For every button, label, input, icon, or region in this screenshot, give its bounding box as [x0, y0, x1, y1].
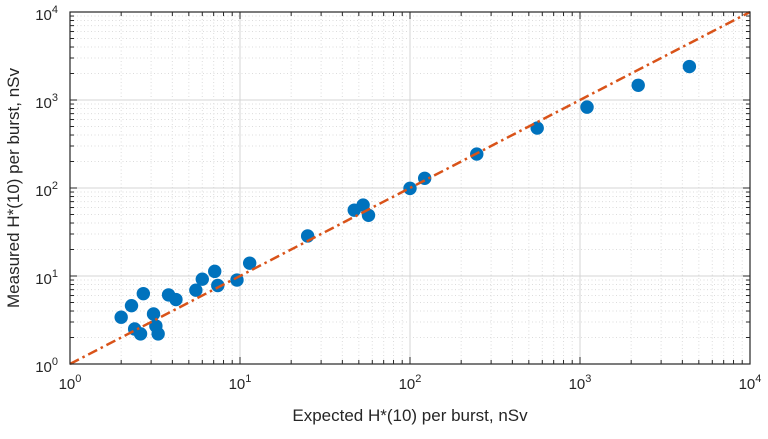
data-point: [114, 310, 128, 324]
y-tick-label: 103: [35, 92, 58, 112]
data-point: [631, 78, 645, 92]
data-point: [195, 272, 209, 286]
x-tick-label: 100: [58, 373, 82, 393]
data-point: [146, 307, 161, 321]
data-point: [211, 278, 225, 293]
data-point: [136, 286, 151, 301]
data-point: [356, 198, 370, 212]
y-tick-label: 100: [35, 356, 58, 376]
x-tick-label: 104: [738, 373, 762, 393]
y-tick-label: 104: [35, 4, 58, 24]
x-axis-label: Expected H*(10) per burst, nSv: [292, 406, 528, 425]
x-tick-label: 101: [228, 373, 252, 393]
data-point: [403, 181, 417, 196]
data-point: [682, 59, 697, 74]
x-tick-label: 102: [398, 373, 422, 393]
data-point: [580, 100, 594, 114]
data-point: [124, 298, 139, 313]
y-tick-label: 101: [35, 268, 58, 288]
y-tick-label: 102: [35, 180, 58, 200]
data-point: [169, 292, 183, 307]
x-tick-label: 103: [568, 373, 592, 393]
data-point: [133, 327, 148, 341]
data-point: [189, 283, 203, 297]
data-point: [151, 327, 165, 341]
identity-line: [69, 10, 751, 366]
data-point: [242, 256, 257, 270]
y-axis-label: Measured H*(10) per burst, nSv: [4, 68, 23, 308]
data-point: [208, 264, 222, 279]
